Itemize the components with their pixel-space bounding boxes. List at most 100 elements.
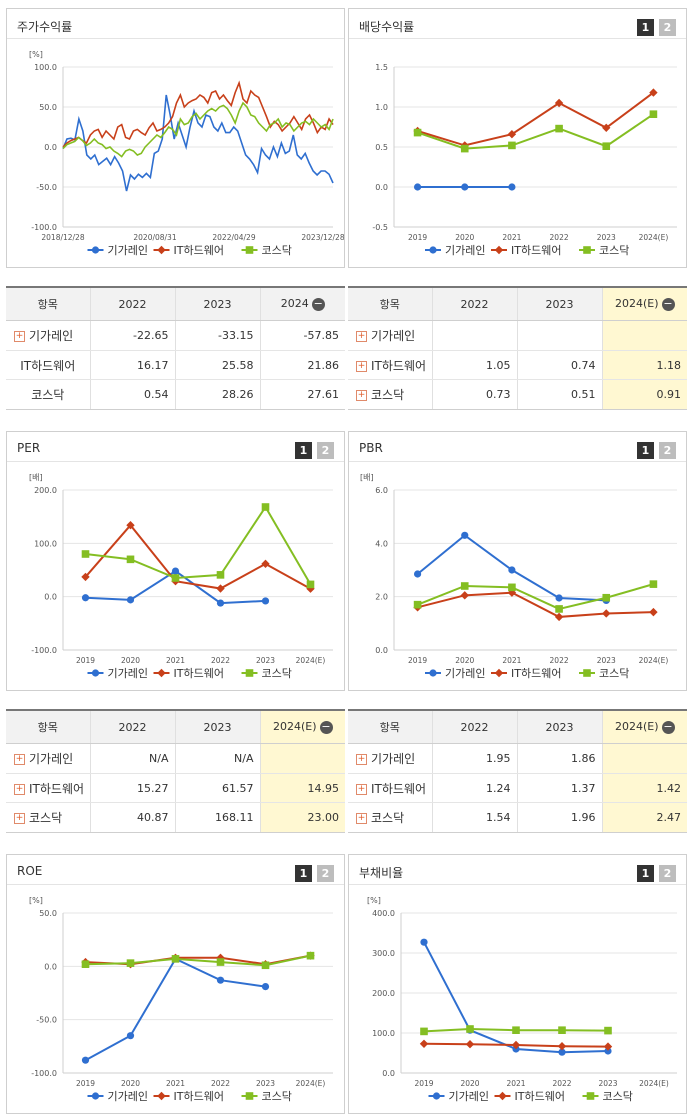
tab-1-button[interactable]: 1 (295, 865, 312, 882)
data-point-diamond (460, 591, 469, 600)
legend-label: 코스닥 (603, 1090, 633, 1103)
tab-2-button[interactable]: 2 (317, 865, 334, 882)
data-point-circle (555, 594, 563, 602)
data-point-circle (604, 1047, 612, 1055)
data-point-circle (558, 1048, 566, 1056)
legend-label: 코스닥 (262, 1090, 292, 1103)
y-tick-label: 0.0 (44, 962, 57, 971)
table-row: + 기가레인 (348, 320, 687, 351)
row-label: 기가레인 (29, 328, 74, 343)
column-header-label: 항목 (37, 721, 58, 734)
row-label: IT하드웨어 (371, 358, 427, 373)
value-cell: 27.61 (259, 379, 345, 409)
y-tick-label: -100.0 (31, 1069, 57, 1078)
expand-plus-icon[interactable]: + (356, 813, 367, 825)
collapse-icon[interactable]: − (319, 719, 333, 734)
expand-plus-icon[interactable]: + (14, 330, 25, 342)
row-label: IT하드웨어 (371, 781, 427, 796)
x-tick-label: 2022 (211, 1079, 230, 1088)
data-point-square (649, 580, 658, 588)
series-line (85, 954, 311, 967)
column-header-label: 항목 (379, 721, 400, 734)
data-point-circle (508, 566, 516, 574)
y-unit-label: [%] (29, 50, 43, 59)
y-tick-label: -100.0 (31, 223, 57, 232)
data-point-diamond (554, 612, 564, 622)
data-point-square (126, 555, 135, 564)
data-point-diamond (603, 1042, 613, 1051)
tab-2-button[interactable]: 2 (659, 442, 676, 459)
y-tick-label: 0.0 (44, 143, 57, 152)
collapse-icon[interactable]: − (661, 719, 675, 734)
y-tick-label: 0.0 (375, 646, 388, 655)
data-point-diamond (419, 1039, 429, 1048)
data-point-diamond (157, 1091, 166, 1101)
y-tick-label: -50.0 (36, 1016, 57, 1025)
panel-titlebar (7, 432, 344, 462)
data-point-diamond (216, 584, 225, 593)
x-tick-label: 2019 (76, 1079, 95, 1088)
expand-plus-icon[interactable]: + (14, 753, 25, 765)
series-line (85, 957, 266, 1062)
data-point-square (602, 142, 611, 150)
tab-2-button[interactable]: 2 (659, 865, 676, 882)
row-label: 코스닥 (31, 388, 65, 403)
tab-1-button[interactable]: 1 (637, 865, 654, 882)
x-tick-label: 2021 (506, 1079, 525, 1088)
y-tick-label: 6.0 (375, 486, 388, 495)
data-point-circle (461, 531, 469, 539)
value-cell: 1.54 (431, 802, 517, 832)
panel-title: PBR (359, 441, 383, 455)
expand-plus-icon[interactable]: + (356, 330, 367, 342)
data-point-circle (216, 599, 225, 607)
value-cell: -57.85 (259, 320, 345, 351)
panel-title: 주가수익률 (17, 20, 73, 34)
collapse-icon[interactable]: − (661, 296, 675, 311)
expand-plus-icon[interactable]: + (356, 390, 367, 402)
table-row: + IT하드웨어 1.24 1.37 1.42 (348, 773, 687, 804)
tab-2-button[interactable]: 2 (317, 442, 334, 459)
legend-label: 기가레인 (108, 244, 148, 257)
x-tick-label: 2023 (597, 233, 616, 242)
y-tick-label: 50.0 (39, 103, 57, 112)
legend-label: IT하드웨어 (174, 1089, 224, 1103)
tab-1-button[interactable]: 1 (295, 442, 312, 459)
y-unit-label: [%] (367, 896, 381, 905)
data-point-diamond (557, 1042, 567, 1051)
panel-titlebar (349, 855, 686, 885)
column-header-label: 2024(E) (614, 297, 659, 311)
table-row: + IT하드웨어 15.27 61.57 14.95 (6, 773, 345, 804)
tab-1-button[interactable]: 1 (637, 19, 654, 36)
expand-plus-icon[interactable]: + (356, 753, 367, 765)
column-header-label: 2024(E) (272, 720, 317, 734)
y-tick-label: -100.0 (31, 646, 57, 655)
data-point-circle (413, 570, 422, 578)
collapse-icon[interactable]: − (311, 296, 325, 311)
row-label: 기가레인 (29, 751, 74, 766)
legend-label: IT하드웨어 (511, 666, 561, 680)
row-label-cell: + 기가레인 (348, 743, 432, 774)
data-point-circle (420, 938, 428, 946)
data-point-square (508, 141, 516, 150)
legend-label: 코스닥 (262, 244, 292, 257)
tab-1-button[interactable]: 1 (637, 442, 654, 459)
tab-2-button[interactable]: 2 (659, 19, 676, 36)
column-header: 항목 (6, 288, 90, 321)
column-header: 항목 (348, 288, 432, 321)
data-point-diamond (261, 559, 270, 569)
expand-plus-icon[interactable]: + (356, 360, 367, 372)
value-cell: 1.05 (431, 350, 517, 381)
y-tick-label: 0.0 (382, 1069, 395, 1078)
data-point-diamond (81, 572, 90, 582)
value-cell: 0.73 (431, 379, 517, 409)
row-label-cell: + IT하드웨어 (6, 773, 90, 804)
expand-plus-icon[interactable]: + (14, 813, 25, 825)
value-cell: 1.95 (431, 743, 517, 774)
expand-plus-icon[interactable]: + (356, 783, 367, 795)
expand-plus-icon[interactable]: + (14, 783, 25, 795)
y-tick-label: 4.0 (375, 539, 388, 548)
row-label: 코스닥 (371, 388, 405, 403)
table-row: + 코스닥 40.87 168.11 23.00 (6, 802, 345, 832)
